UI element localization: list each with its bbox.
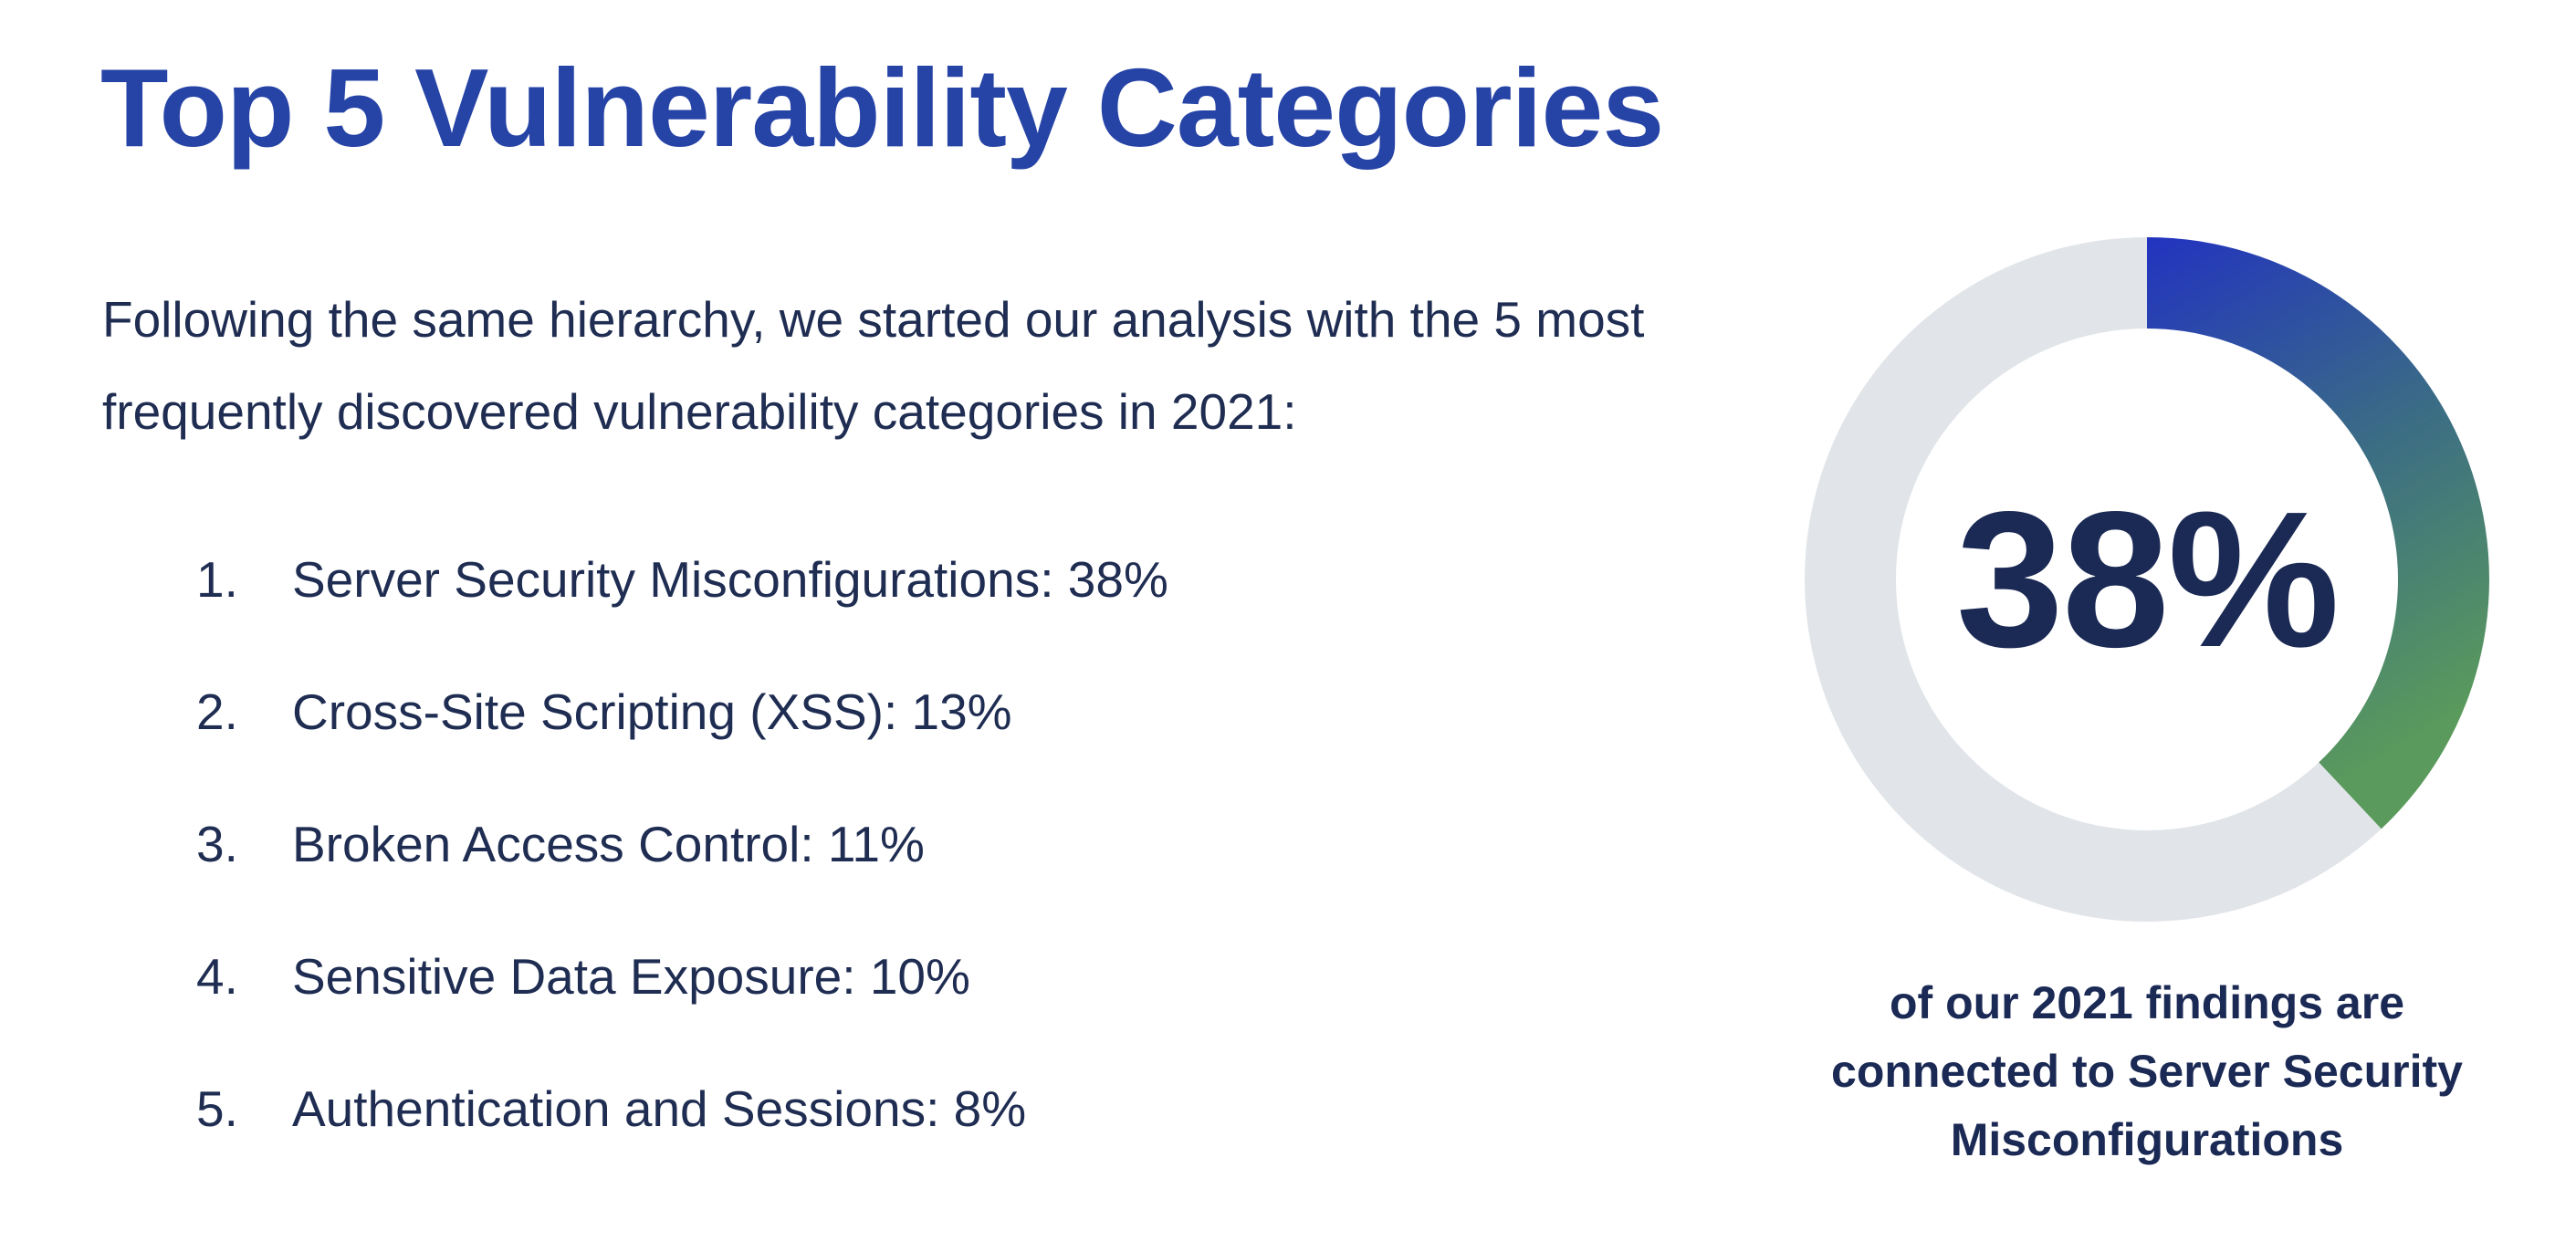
center-percent-label: 38% <box>1955 471 2340 687</box>
list-item-label: Authentication and Sessions: 8% <box>292 1079 1027 1137</box>
list-item-number: 2. <box>196 683 238 740</box>
list-item-label: Cross-Site Scripting (XSS): 13% <box>292 683 1012 740</box>
list-item-number: 5. <box>196 1079 238 1137</box>
list-item-label: Sensitive Data Exposure: 10% <box>292 947 970 1005</box>
list-item: 2. Cross-Site Scripting (XSS): 13% <box>196 645 1168 777</box>
donut-slice-remainder <box>1804 237 2382 922</box>
list-item: 3. Broken Access Control: 11% <box>196 777 1168 910</box>
chart-caption: of our 2021 findings are connected to Se… <box>1831 977 2463 1165</box>
list-item-label: Broken Access Control: 11% <box>292 815 925 872</box>
donut-slice-highlight <box>2147 237 2489 829</box>
page-title: Top 5 Vulnerability Categories <box>100 46 1664 170</box>
list-item: 4. Sensitive Data Exposure: 10% <box>196 910 1168 1042</box>
vulnerability-list: 1. Server Security Misconfigurations: 38… <box>196 513 1168 1174</box>
intro-paragraph: Following the same hierarchy, we started… <box>102 291 1645 440</box>
list-item: 5. Authentication and Sessions: 8% <box>196 1042 1168 1174</box>
donut-chart: 38% <box>1800 233 2494 926</box>
list-item: 1. Server Security Misconfigurations: 38… <box>196 513 1168 645</box>
list-item-number: 4. <box>196 947 238 1005</box>
list-item-number: 3. <box>196 815 238 872</box>
list-item-label: Server Security Misconfigurations: 38% <box>292 550 1168 608</box>
donut-chart-svg <box>1804 237 2489 922</box>
list-item-number: 1. <box>196 550 238 608</box>
